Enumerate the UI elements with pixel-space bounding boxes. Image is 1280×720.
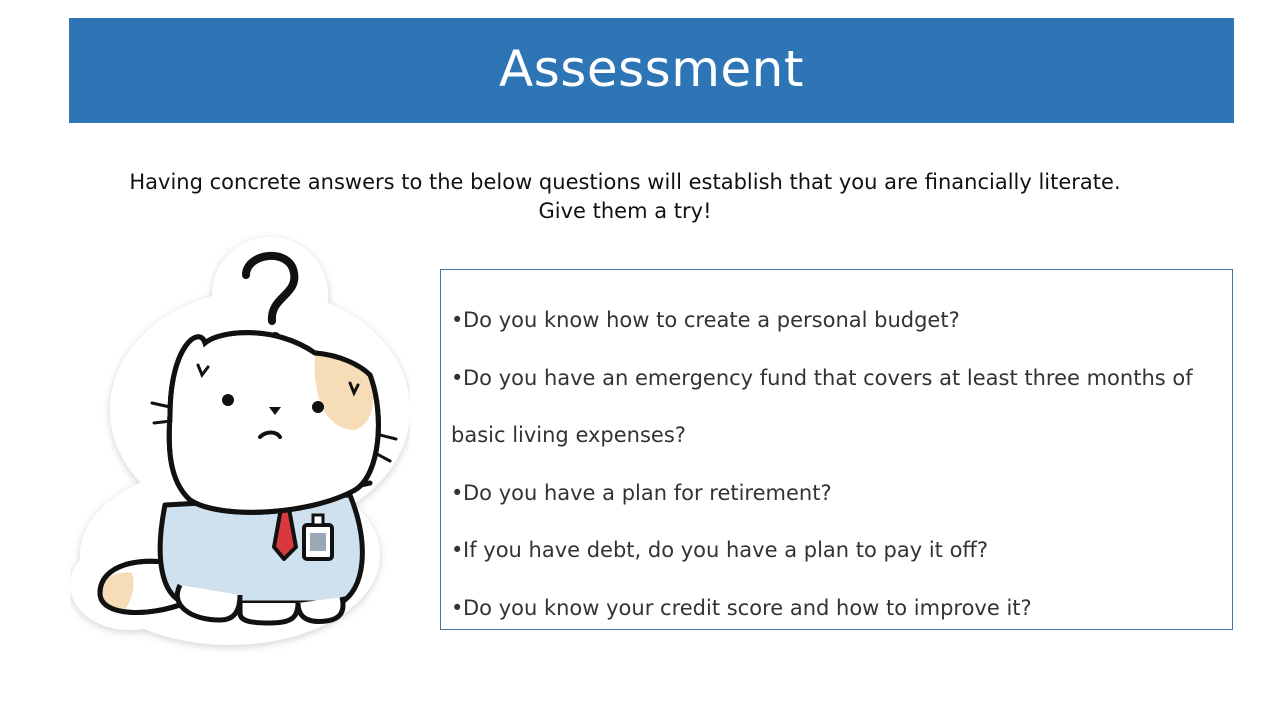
- slide-title: Assessment: [499, 39, 804, 98]
- question-item: •If you have debt, do you have a plan to…: [451, 522, 1222, 580]
- bullet-marker: •: [451, 538, 464, 563]
- question-item: •Do you know how to create a personal bu…: [451, 292, 1222, 350]
- question-item: •Do you have an emergency fund that cove…: [451, 350, 1222, 465]
- intro-line-1: Having concrete answers to the below que…: [129, 170, 1121, 194]
- question-text: If you have debt, do you have a plan to …: [463, 538, 989, 563]
- question-text: Do you know how to create a personal bud…: [463, 308, 960, 332]
- questions-list: •Do you know how to create a personal bu…: [441, 270, 1232, 638]
- bullet-marker: •: [451, 365, 464, 390]
- question-item: •Do you have a plan for retirement?: [451, 465, 1222, 523]
- question-text: Do you have an emergency fund that cover…: [451, 365, 1193, 448]
- question-text: Do you know your credit score and how to…: [463, 595, 1032, 620]
- confused-cat-sticker-icon: [70, 237, 410, 645]
- bullet-marker: •: [451, 308, 464, 332]
- title-banner: Assessment: [69, 18, 1234, 123]
- question-item: •Do you know your credit score and how t…: [451, 580, 1222, 638]
- intro-line-2: Give them a try!: [538, 199, 712, 223]
- question-text: Do you have a plan for retirement?: [463, 480, 832, 505]
- bullet-marker: •: [451, 480, 464, 505]
- questions-box: •Do you know how to create a personal bu…: [440, 269, 1233, 630]
- bullet-marker: •: [451, 595, 464, 620]
- intro-text: Having concrete answers to the below que…: [80, 168, 1170, 226]
